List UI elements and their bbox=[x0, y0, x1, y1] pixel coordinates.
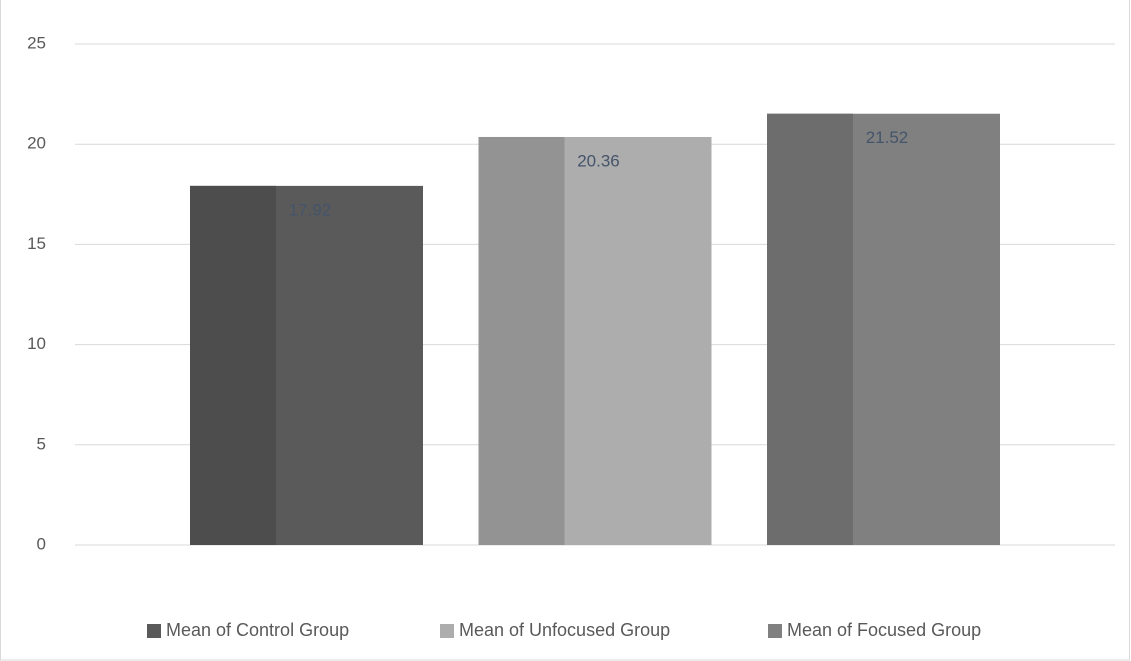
legend-label: Mean of Unfocused Group bbox=[459, 620, 670, 640]
y-tick-label: 10 bbox=[27, 334, 46, 353]
value-label: 17.92 bbox=[289, 200, 332, 219]
legend-swatch bbox=[147, 624, 161, 638]
y-tick-label: 0 bbox=[37, 534, 46, 553]
y-tick-label: 5 bbox=[37, 434, 46, 453]
legend-swatch bbox=[768, 624, 782, 638]
legend-label: Mean of Control Group bbox=[166, 620, 349, 640]
legend-label: Mean of Focused Group bbox=[787, 620, 981, 640]
bar-face bbox=[190, 185, 276, 546]
legend-swatch bbox=[440, 624, 454, 638]
bar-face bbox=[478, 136, 565, 545]
value-label: 20.36 bbox=[577, 151, 620, 170]
y-tick-label: 20 bbox=[27, 134, 46, 153]
value-label: 21.52 bbox=[866, 128, 909, 147]
y-tick-label: 15 bbox=[27, 234, 46, 253]
bar-face bbox=[767, 113, 853, 545]
y-tick-label: 25 bbox=[27, 33, 46, 52]
